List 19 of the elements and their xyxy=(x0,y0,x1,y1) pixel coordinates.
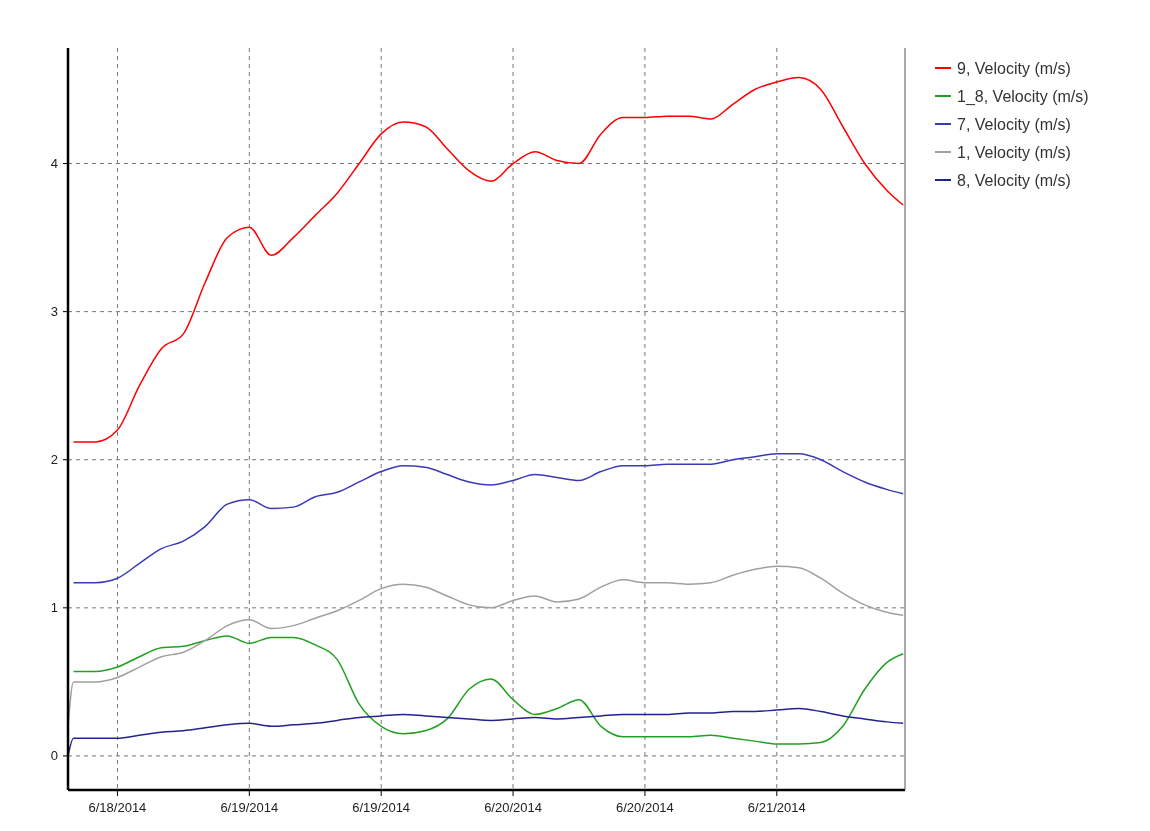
legend-label: 1_8, Velocity (m/s) xyxy=(957,87,1089,106)
legend-label: 9, Velocity (m/s) xyxy=(957,59,1071,77)
legend-label: 7, Velocity (m/s) xyxy=(957,115,1071,133)
x-tick-label: 6/20/2014 xyxy=(484,800,542,815)
legend-label: 1, Velocity (m/s) xyxy=(957,143,1071,161)
y-tick-label: 3 xyxy=(50,304,58,320)
y-tick-label: 1 xyxy=(50,600,58,616)
line-series xyxy=(72,635,904,745)
line-series xyxy=(72,76,904,443)
line-series xyxy=(72,453,904,584)
x-tick-label: 6/19/2014 xyxy=(352,800,411,815)
x-tick-label: 6/20/2014 xyxy=(616,800,674,815)
y-tick-label: 4 xyxy=(50,156,58,172)
x-tick-label: 6/19/2014 xyxy=(220,800,279,815)
legend-label: 8, Velocity (m/s) xyxy=(957,171,1071,189)
y-tick-label: 2 xyxy=(50,452,58,468)
x-tick-label: 6/18/2014 xyxy=(88,800,147,815)
x-tick-label: 6/21/2014 xyxy=(747,800,806,815)
y-tick-label: 0 xyxy=(50,748,58,764)
